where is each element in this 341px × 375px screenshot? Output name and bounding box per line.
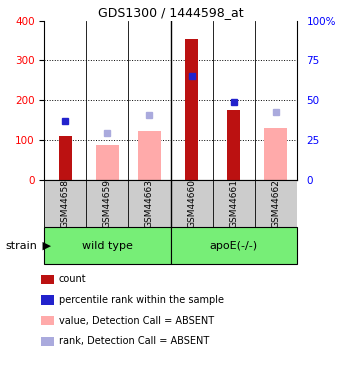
Bar	[185, 39, 198, 180]
Bar	[44, 227, 170, 264]
Bar	[138, 131, 161, 180]
Text: rank, Detection Call = ABSENT: rank, Detection Call = ABSENT	[59, 336, 209, 346]
Text: GSM44658: GSM44658	[61, 179, 70, 228]
Text: value, Detection Call = ABSENT: value, Detection Call = ABSENT	[59, 316, 214, 326]
Text: GSM44662: GSM44662	[271, 179, 280, 228]
Text: strain: strain	[6, 241, 38, 251]
Bar	[227, 110, 240, 180]
Bar	[59, 136, 72, 180]
Text: wild type: wild type	[82, 241, 133, 251]
Bar	[264, 128, 287, 180]
Text: apoE(-/-): apoE(-/-)	[209, 241, 258, 251]
Text: GSM44663: GSM44663	[145, 179, 154, 228]
Bar	[170, 227, 297, 264]
Bar	[96, 145, 119, 180]
Text: count: count	[59, 274, 87, 284]
Text: ▶: ▶	[39, 241, 51, 251]
Title: GDS1300 / 1444598_at: GDS1300 / 1444598_at	[98, 6, 243, 20]
Text: GSM44661: GSM44661	[229, 179, 238, 228]
Text: GSM44659: GSM44659	[103, 179, 112, 228]
Text: percentile rank within the sample: percentile rank within the sample	[59, 295, 224, 305]
Text: GSM44660: GSM44660	[187, 179, 196, 228]
